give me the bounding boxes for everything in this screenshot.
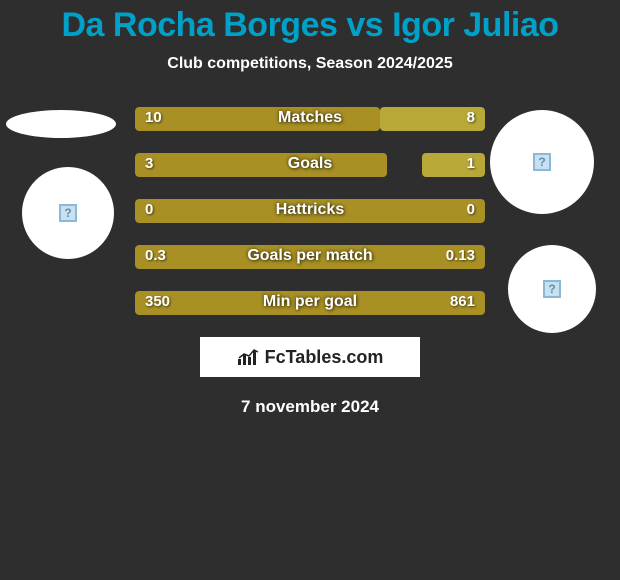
player-avatar-left: ?: [22, 167, 114, 259]
stat-row: Matches10 8: [135, 107, 485, 131]
stat-value-right: 8: [467, 109, 475, 126]
stat-value-right: 861: [450, 293, 475, 310]
page-title: Da Rocha Borges vs Igor Juliao: [0, 0, 620, 45]
player-avatar-right-1: ?: [490, 110, 594, 214]
placeholder-image-icon: ?: [543, 280, 561, 298]
stat-label: Goals per match: [135, 247, 485, 265]
date-text: 7 november 2024: [0, 397, 620, 417]
stat-row: Goals3 1: [135, 153, 485, 177]
brand-text: FcTables.com: [265, 347, 384, 368]
stat-value-right: 1: [467, 155, 475, 172]
stat-value-left: 0.3: [145, 247, 166, 264]
stat-value-right: 0.13: [446, 247, 475, 264]
brand-chart-icon: [237, 348, 261, 366]
stat-label: Goals: [135, 155, 485, 173]
stat-label: Min per goal: [135, 293, 485, 311]
placeholder-image-icon: ?: [533, 153, 551, 171]
stat-value-left: 3: [145, 155, 153, 172]
brand-box: FcTables.com: [200, 337, 420, 377]
player-ellipse-bg-left: [6, 110, 116, 138]
stat-value-left: 350: [145, 293, 170, 310]
subtitle: Club competitions, Season 2024/2025: [0, 55, 620, 73]
stat-value-left: 0: [145, 201, 153, 218]
comparison-chart: ? ? ? Matches10 8 Goals3 1 Hattricks0 0 Goals …: [0, 107, 620, 417]
placeholder-image-icon: ?: [59, 204, 77, 222]
player-avatar-right-2: ?: [508, 245, 596, 333]
stat-row: Hattricks0 0: [135, 199, 485, 223]
stat-bars: Matches10 8 Goals3 1 Hattricks0 0 Goals per ma…: [135, 107, 485, 315]
stat-value-right: 0: [467, 201, 475, 218]
stat-label: Hattricks: [135, 201, 485, 219]
stat-row: Min per goal350 861: [135, 291, 485, 315]
stat-row: Goals per match0.3 0.13: [135, 245, 485, 269]
stat-label: Matches: [135, 109, 485, 127]
stat-value-left: 10: [145, 109, 162, 126]
